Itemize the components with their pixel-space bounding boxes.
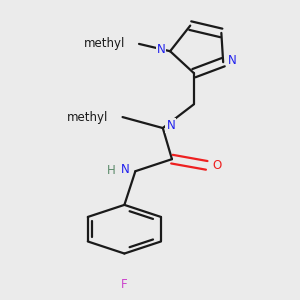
Text: H: H bbox=[106, 164, 115, 177]
Text: methyl: methyl bbox=[84, 38, 125, 50]
Text: F: F bbox=[121, 278, 128, 291]
Text: methyl: methyl bbox=[67, 111, 109, 124]
Text: N: N bbox=[167, 118, 175, 132]
Text: N: N bbox=[228, 54, 237, 67]
Text: N: N bbox=[121, 163, 130, 176]
Text: O: O bbox=[212, 159, 222, 172]
Text: N: N bbox=[157, 43, 165, 56]
